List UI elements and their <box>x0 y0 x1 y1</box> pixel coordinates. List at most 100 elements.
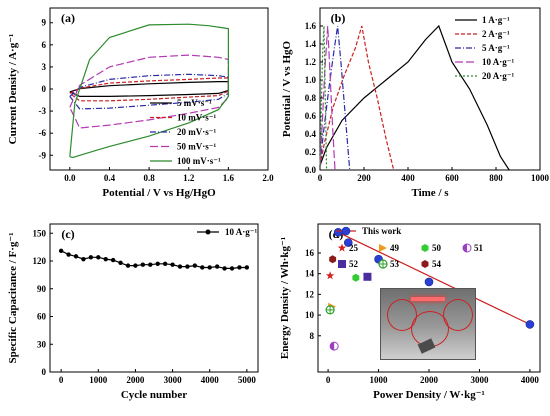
scatter-point <box>325 271 335 280</box>
y-tick-label: 120 <box>33 256 47 266</box>
y-tick-label: 0.6 <box>305 111 317 121</box>
panel-label: (a) <box>61 11 75 25</box>
x-tick-label: 200 <box>357 173 371 183</box>
panel-label: (b) <box>331 11 346 25</box>
legend-label: 53 <box>390 259 400 269</box>
data-point <box>229 266 235 271</box>
y-tick-label: 1.0 <box>305 75 317 85</box>
legend-label: 51 <box>474 243 484 253</box>
x-tick-label: 1.6 <box>223 173 235 183</box>
legend-marker <box>337 243 347 252</box>
y-tick-label: -9 <box>39 150 47 160</box>
scatter-point <box>363 272 372 281</box>
y-tick-label: 16 <box>305 248 315 258</box>
legend-label: 50 mV·s⁻¹ <box>177 142 217 152</box>
series-line <box>319 24 510 171</box>
data-point <box>125 263 131 268</box>
data-point <box>177 264 183 269</box>
legend-label: 20 mV·s⁻¹ <box>177 127 217 137</box>
y-tick-label: 150 <box>33 228 47 238</box>
legend-label: 54 <box>432 259 442 269</box>
x-tick-label: 2000 <box>420 375 439 385</box>
y-tick-label: 30 <box>37 339 47 349</box>
x-tick-label: 0 <box>59 375 64 385</box>
x-tick-label: 0.0 <box>64 173 76 183</box>
legend-marker <box>205 229 211 235</box>
data-point <box>58 248 64 254</box>
x-tick-label: 0 <box>318 173 323 183</box>
y-axis-label: Potential / V vs HgO <box>281 40 293 137</box>
data-point <box>237 265 242 270</box>
x-tick-label: 4000 <box>201 375 220 385</box>
data-point <box>162 261 168 266</box>
x-tick-label: 800 <box>489 173 503 183</box>
legend-marker <box>421 244 429 252</box>
x-tick-label: 3000 <box>470 375 489 385</box>
y-tick-label: 0.0 <box>305 165 317 175</box>
legend-label: 100 mV·s⁻¹ <box>177 156 221 166</box>
fit-line <box>337 231 531 325</box>
data-point <box>110 257 116 263</box>
x-tick-label: 5000 <box>238 375 257 385</box>
data-point <box>214 264 220 269</box>
y-tick-label: 1.6 <box>305 21 317 31</box>
legend-label: 10 A·g⁻¹ <box>482 57 515 67</box>
x-tick-label: 2000 <box>126 375 145 385</box>
y-tick-label: 60 <box>37 312 47 322</box>
led-light <box>411 297 445 301</box>
x-tick-label: 0.8 <box>143 173 155 183</box>
panel-label: (c) <box>61 227 74 241</box>
series-line <box>69 23 229 159</box>
y-tick-label: 1.4 <box>305 39 317 49</box>
data-point <box>207 265 212 270</box>
series-line <box>319 25 336 171</box>
y-tick-label: 3 <box>42 62 47 72</box>
legend-marker <box>379 244 387 252</box>
x-tick-label: 0 <box>326 375 331 385</box>
data-point <box>185 264 190 269</box>
x-tick-label: 0.4 <box>104 173 116 183</box>
data-point <box>81 256 86 262</box>
y-tick-label: -3 <box>39 106 47 116</box>
x-tick-label: 400 <box>401 173 415 183</box>
series-line <box>319 25 351 171</box>
x-tick-label: 2.0 <box>262 173 274 183</box>
series-line <box>319 25 328 171</box>
x-tick-label: 3000 <box>164 375 183 385</box>
y-tick-label: 0.8 <box>305 93 317 103</box>
legend-marker <box>421 260 429 268</box>
y-tick-label: 6 <box>42 40 47 50</box>
x-axis-label: Potential / V vs Hg/HgO <box>102 187 216 199</box>
y-tick-label: 0.4 <box>305 129 317 139</box>
data-point <box>148 262 153 267</box>
data-point <box>88 255 94 260</box>
scatter-point <box>525 320 535 329</box>
legend-label: 10 A·g⁻¹ <box>225 227 258 237</box>
y-tick-label: 9 <box>42 18 47 28</box>
legend-marker <box>341 226 351 236</box>
data-point <box>155 261 160 266</box>
y-tick-label: 90 <box>37 284 47 294</box>
legend-label: 50 <box>432 243 442 253</box>
scatter-point <box>343 238 353 247</box>
plot-frame <box>49 7 269 171</box>
data-point <box>170 262 175 267</box>
y-tick-label: 8 <box>310 331 315 341</box>
legend-marker <box>463 244 467 252</box>
device-photo <box>380 288 476 360</box>
wire-right <box>443 299 473 331</box>
data-point <box>244 265 250 270</box>
x-tick-label: 1000 <box>89 375 108 385</box>
x-axis-label: Cycle number <box>121 389 187 401</box>
y-axis-label: Current Density / A·g⁻¹ <box>7 34 19 145</box>
legend-label: 10 mV·s⁻¹ <box>177 113 217 123</box>
x-axis-label: Power Density / W·kg⁻¹ <box>373 389 485 401</box>
data-point <box>66 252 71 257</box>
x-tick-label: 1000 <box>370 375 389 385</box>
y-tick-label: 10 <box>305 310 315 320</box>
y-tick-label: 12 <box>305 289 315 299</box>
plot-frame <box>319 7 541 171</box>
y-tick-label: 0 <box>42 367 47 377</box>
series-line <box>319 25 395 171</box>
